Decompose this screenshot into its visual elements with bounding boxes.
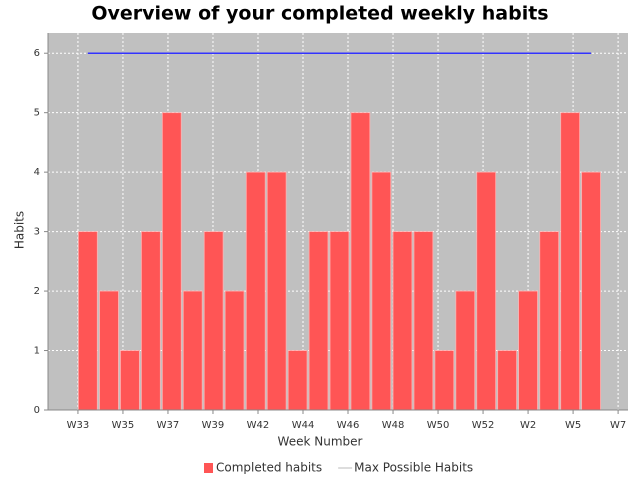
bar bbox=[434, 350, 455, 411]
legend-label: Max Possible Habits bbox=[354, 461, 473, 475]
bar bbox=[476, 171, 497, 411]
bar bbox=[203, 231, 224, 411]
x-tick-label: W5 bbox=[565, 420, 581, 431]
x-tick-label: W44 bbox=[292, 420, 315, 431]
x-tick-label: W2 bbox=[520, 420, 536, 431]
y-tick-label: 6 bbox=[34, 48, 40, 59]
bar bbox=[350, 112, 371, 411]
bar bbox=[120, 350, 140, 411]
y-tick-label: 0 bbox=[34, 405, 40, 416]
bar bbox=[266, 171, 287, 411]
y-tick-label: 3 bbox=[34, 227, 40, 238]
x-tick-label: W39 bbox=[202, 420, 225, 431]
bar bbox=[455, 290, 476, 411]
bar bbox=[581, 171, 601, 411]
x-tick-label: W35 bbox=[112, 420, 135, 431]
bar bbox=[141, 231, 161, 411]
bar bbox=[539, 231, 560, 411]
bar bbox=[287, 350, 308, 411]
bar bbox=[413, 231, 434, 411]
bar bbox=[392, 231, 413, 411]
bar bbox=[99, 290, 119, 411]
bar bbox=[329, 231, 350, 411]
y-tick-label: 4 bbox=[34, 167, 40, 178]
x-tick-label: W46 bbox=[337, 420, 360, 431]
legend-label: Completed habits bbox=[216, 461, 322, 475]
x-tick-label: W50 bbox=[427, 420, 450, 431]
bar bbox=[182, 290, 203, 411]
x-tick-label: W48 bbox=[382, 420, 405, 431]
x-tick-label: W33 bbox=[67, 420, 90, 431]
legend-swatch bbox=[204, 463, 213, 473]
bar bbox=[77, 231, 98, 411]
bar bbox=[518, 290, 538, 411]
x-tick-label: W52 bbox=[472, 420, 495, 431]
y-tick-label: 5 bbox=[34, 108, 40, 119]
bar bbox=[161, 112, 182, 411]
x-tick-label: W42 bbox=[247, 420, 270, 431]
x-axis-label: Week Number bbox=[278, 435, 363, 449]
bar bbox=[560, 112, 581, 411]
y-tick-label: 1 bbox=[34, 346, 40, 357]
bar bbox=[371, 171, 392, 411]
bar bbox=[497, 350, 517, 411]
x-tick-label: W37 bbox=[157, 420, 180, 431]
y-axis-label: Habits bbox=[13, 211, 27, 249]
bar bbox=[308, 231, 329, 411]
bar bbox=[224, 290, 245, 411]
x-tick-label: W7 bbox=[610, 420, 626, 431]
chart-title: Overview of your completed weekly habits bbox=[91, 3, 548, 25]
bar bbox=[245, 171, 266, 411]
y-tick-label: 2 bbox=[34, 286, 40, 297]
